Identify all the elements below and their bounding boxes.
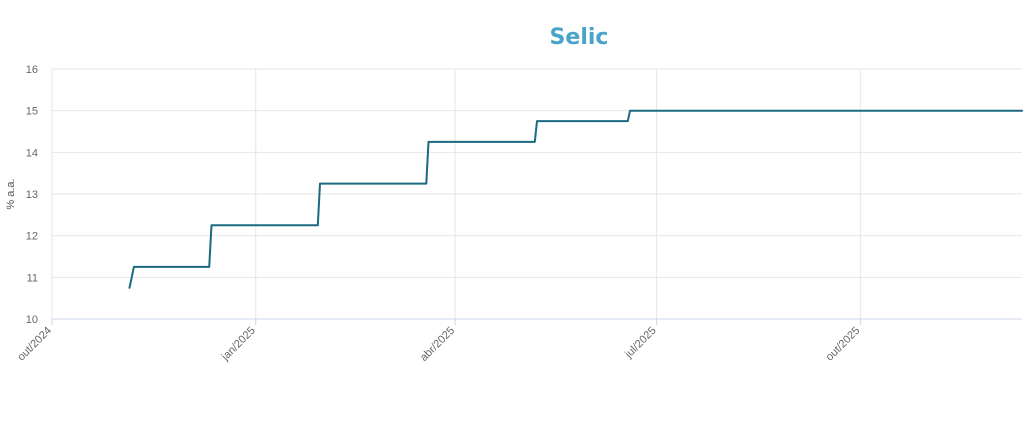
y-tick-label: 15	[26, 106, 38, 118]
y-tick-label: 13	[26, 189, 38, 201]
x-tick-label: jan/2025	[219, 325, 258, 364]
series-line	[128, 109, 1023, 289]
y-tick-label: 12	[26, 231, 38, 243]
axes	[51, 318, 1022, 325]
x-tick-label: jul/2025	[622, 325, 658, 361]
y-axis-label: % a.a.	[5, 178, 17, 209]
y-tick-label: 16	[26, 64, 38, 76]
chart-title: Selic	[550, 25, 609, 50]
x-tick-label: out/2024	[15, 325, 54, 364]
grid-lines	[51, 68, 1022, 320]
x-tick-label: out/2025	[824, 325, 863, 364]
series-layer	[128, 109, 1023, 289]
x-tick-label: abr/2025	[418, 325, 457, 364]
y-tick-label: 14	[26, 147, 38, 159]
y-tick-label: 11	[27, 272, 38, 284]
y-tick-label: 10	[26, 314, 38, 326]
